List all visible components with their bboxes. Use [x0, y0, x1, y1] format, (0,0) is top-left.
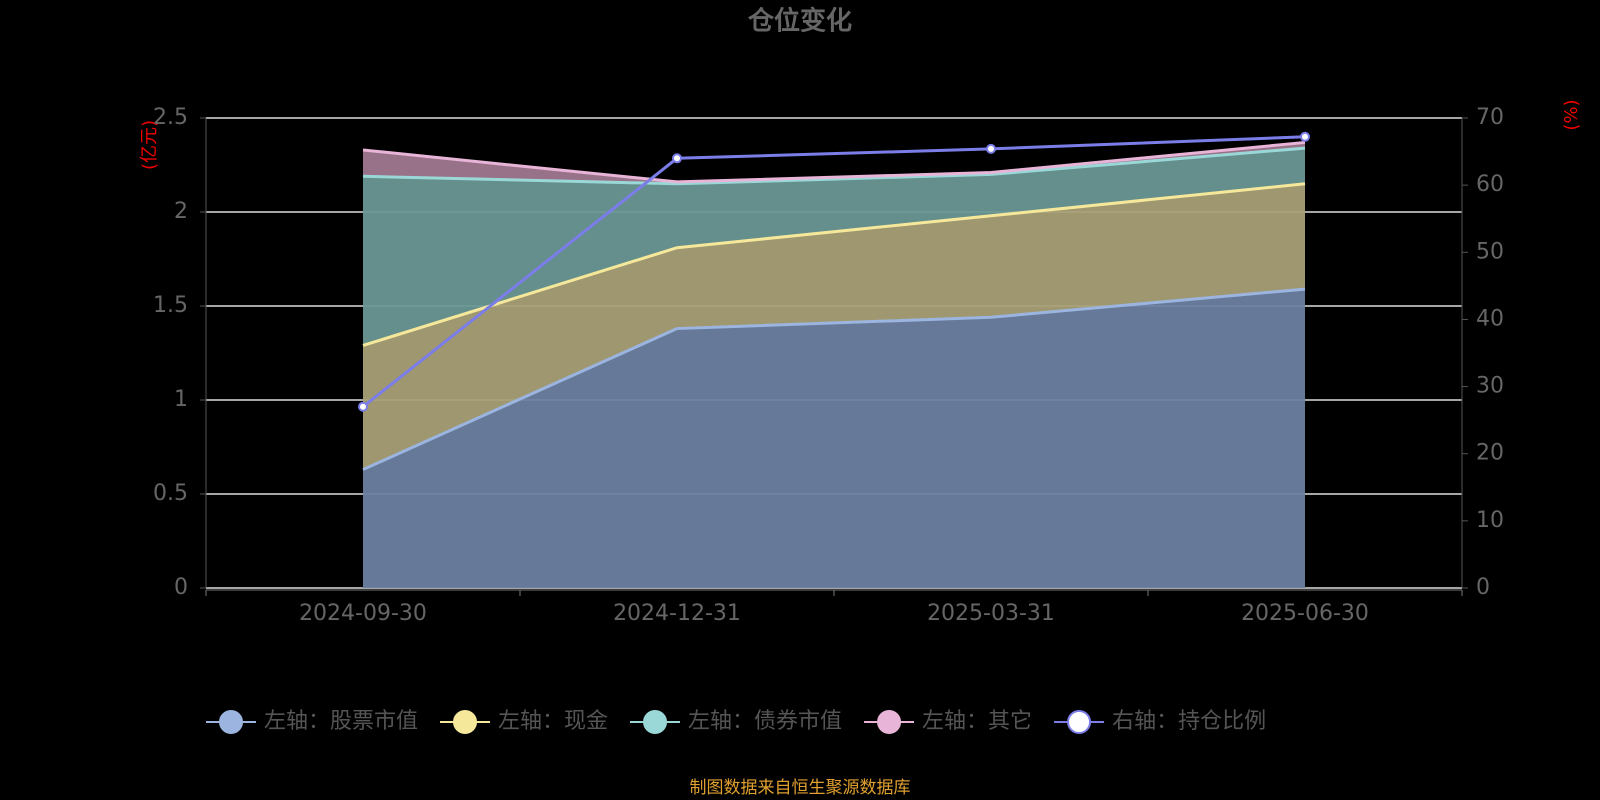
stack-line — [362, 287, 1306, 471]
legend-label: 左轴：现金 — [498, 709, 608, 734]
y-tick-label: 1.5 — [153, 293, 188, 318]
ratio-point — [1300, 131, 1310, 142]
ratio-line — [362, 135, 1306, 408]
legend-marker — [643, 710, 668, 734]
legend-label: 右轴：持仓比例 — [1112, 709, 1266, 734]
x-tick-label: 2024-12-31 — [613, 601, 741, 626]
y-axis-label: (亿元) — [139, 120, 160, 170]
legend-label: 左轴：债券市值 — [688, 709, 842, 734]
stack-line — [362, 182, 1306, 347]
legend-label: 左轴：股票市值 — [264, 709, 418, 734]
stack-area — [363, 183, 1305, 470]
y2-axis-label: (%) — [1561, 99, 1582, 130]
y2-tick-label: 10 — [1476, 508, 1504, 533]
x-tick-label: 2025-06-30 — [1241, 601, 1369, 626]
legend-label: 左轴：其它 — [922, 709, 1032, 734]
y2-tick-label: 40 — [1476, 306, 1504, 331]
y-tick-label: 0.5 — [153, 481, 188, 506]
y2-tick-label: 50 — [1476, 239, 1504, 264]
ratio-point — [672, 153, 682, 164]
stack-line — [362, 146, 1306, 186]
stack-line — [362, 140, 1306, 184]
ratio-point — [358, 401, 368, 412]
x-tick-label: 2024-09-30 — [299, 601, 427, 626]
y-tick-label: 1 — [174, 387, 188, 412]
y-tick-label: 0 — [174, 575, 188, 600]
x-tick-label: 2025-03-31 — [927, 601, 1055, 626]
ratio-point — [986, 143, 996, 154]
y2-tick-label: 60 — [1476, 172, 1504, 197]
chart-title: 仓位变化 — [747, 6, 852, 37]
legend-marker — [219, 710, 243, 734]
y2-tick-label: 20 — [1476, 441, 1504, 466]
y2-tick-label: 0 — [1476, 575, 1490, 600]
legend-marker — [877, 710, 902, 734]
y-tick-label: 2 — [174, 199, 188, 224]
y-tick-label: 2.5 — [153, 105, 188, 130]
legend-marker — [1067, 710, 1092, 734]
legend-marker — [453, 710, 478, 734]
y2-tick-label: 70 — [1476, 105, 1504, 130]
source-note: 制图数据来自恒生聚源数据库 — [690, 778, 911, 798]
y2-tick-label: 30 — [1476, 374, 1504, 399]
stack-area — [363, 148, 1305, 346]
